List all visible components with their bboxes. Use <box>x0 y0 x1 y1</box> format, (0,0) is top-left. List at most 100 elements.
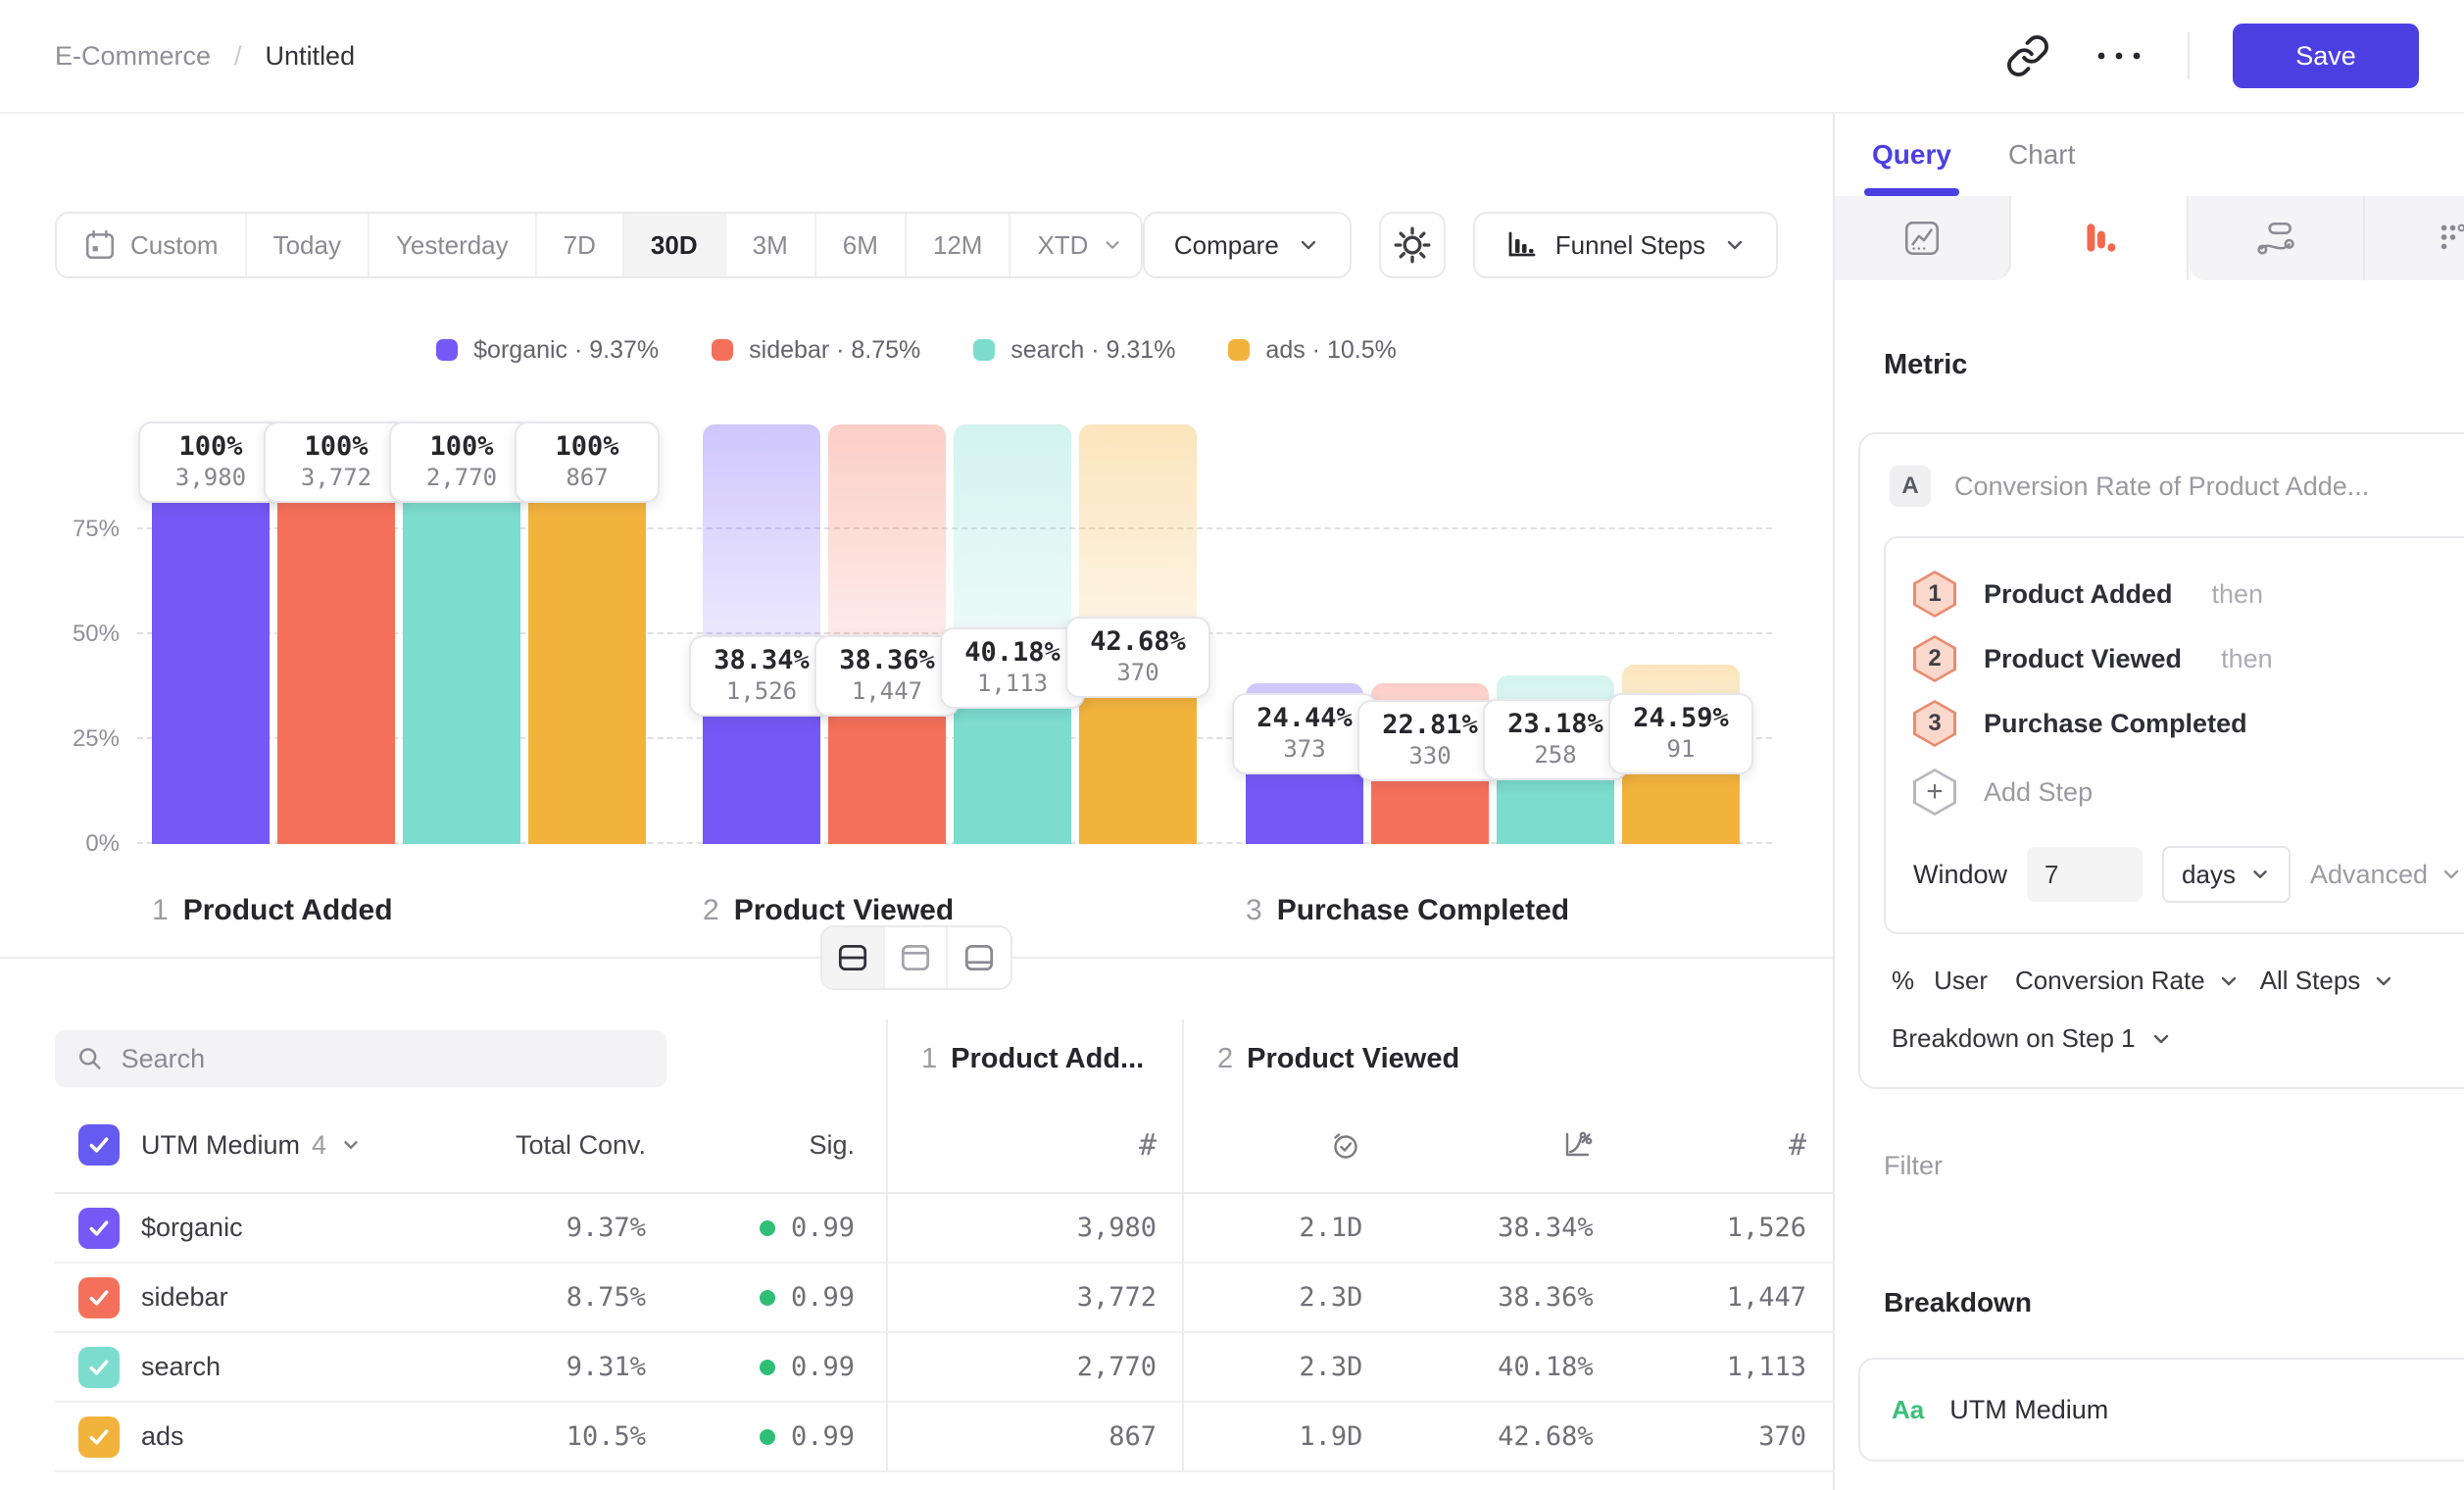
chevron-down-icon <box>2372 969 2395 993</box>
range-tab-xtd[interactable]: XTD <box>1010 214 1142 276</box>
row-checkbox[interactable] <box>78 1347 120 1388</box>
chevron-down-icon[interactable] <box>340 1134 362 1156</box>
range-tab-30d[interactable]: 30D <box>624 214 726 276</box>
range-tab-12m[interactable]: 12M <box>907 214 1011 276</box>
sig-dot <box>760 1220 775 1236</box>
bar-slot-search: 23.18%258 <box>1497 424 1614 844</box>
legend-swatch <box>712 339 733 361</box>
group-column-header[interactable]: UTM Medium <box>141 1130 300 1161</box>
query-step-1[interactable]: 1Product Addedthen <box>1913 562 2463 626</box>
sig-number: 0.99 <box>791 1352 855 1382</box>
tab-segmentation[interactable] <box>2365 196 2464 280</box>
step1-count: 2,770 <box>1077 1352 1157 1382</box>
sig-number: 0.99 <box>791 1213 855 1243</box>
bar-pct-value: 22.81% <box>1373 710 1487 740</box>
avg-time-column-icon <box>1184 1128 1362 1162</box>
measure-scope-dropdown[interactable]: All Steps <box>2260 966 2396 996</box>
tab-line-chart[interactable] <box>1835 196 2011 280</box>
y-axis-tick: 75% <box>49 516 120 543</box>
measure-metric-dropdown[interactable]: Conversion Rate <box>2015 966 2241 996</box>
chart-step-label-3: 3Purchase Completed <box>1246 894 1569 927</box>
bar-value-label: 22.81%330 <box>1357 700 1503 781</box>
compare-label: Compare <box>1174 230 1279 261</box>
table-row-ads[interactable]: ads10.5%0.998671.9D42.68%370 <box>55 1403 1835 1472</box>
breadcrumb: E-Commerce / Untitled <box>55 41 355 72</box>
table-row-sidebar[interactable]: sidebar8.75%0.993,7722.3D38.36%1,447 <box>55 1264 1835 1333</box>
total-conv-value: 9.37% <box>401 1213 646 1243</box>
measure-row: % User Conversion Rate All Steps <box>1884 966 2464 996</box>
layout-bottom-icon <box>961 940 997 975</box>
bar-pct-value: 100% <box>405 431 518 462</box>
measure-entity[interactable]: User <box>1934 966 1988 996</box>
tab-chart[interactable]: Chart <box>2008 114 2075 196</box>
advanced-toggle[interactable]: Advanced <box>2310 860 2463 890</box>
step-name: Product Added <box>183 894 393 927</box>
avg-time-value: 1.9D <box>1184 1421 1362 1452</box>
window-value-input[interactable] <box>2027 847 2143 902</box>
step-number-badge: 3 <box>1913 700 1956 747</box>
row-checkbox[interactable] <box>78 1416 120 1458</box>
legend-swatch <box>973 339 995 361</box>
range-tab-3m[interactable]: 3M <box>726 214 816 276</box>
tab-funnel[interactable] <box>2011 196 2188 280</box>
bar-slot-sidebar: 100%3,772 <box>277 424 395 844</box>
table-row-organic[interactable]: $organic9.37%0.993,9802.1D38.34%1,526 <box>55 1194 1835 1264</box>
tab-retention[interactable] <box>2189 196 2365 280</box>
layout-chart-only-button[interactable] <box>885 927 948 988</box>
sig-dot <box>760 1429 775 1445</box>
legend-item-organic[interactable]: $organic · 9.37% <box>436 336 659 365</box>
measure-symbol[interactable]: % <box>1892 966 1914 996</box>
check-icon <box>86 1285 112 1311</box>
range-tab-6m[interactable]: 6M <box>816 214 907 276</box>
search-input[interactable] <box>122 1044 645 1074</box>
layout-table-only-button[interactable] <box>948 927 1010 988</box>
range-tab-yesterday[interactable]: Yesterday <box>370 214 537 276</box>
range-tab-custom[interactable]: Custom <box>57 214 247 276</box>
bar-slot-search: 40.18%1,113 <box>954 424 1071 844</box>
chart-type-dropdown[interactable]: Funnel Steps <box>1473 212 1778 278</box>
breakdown-item[interactable]: Aa UTM Medium <box>1858 1358 2464 1462</box>
save-button[interactable]: Save <box>2233 24 2419 88</box>
y-axis-tick: 25% <box>49 725 120 753</box>
row-main-cell: ads10.5%0.99 <box>55 1416 886 1458</box>
legend-item-ads[interactable]: ads · 10.5% <box>1228 336 1396 365</box>
row-label: ads <box>141 1421 184 1452</box>
range-tab-7d[interactable]: 7D <box>537 214 624 276</box>
breakdown-on-dropdown[interactable]: Breakdown on Step 1 <box>1884 1023 2464 1054</box>
check-icon <box>86 1424 112 1450</box>
select-all-checkbox[interactable] <box>78 1124 120 1166</box>
share-link-icon[interactable] <box>2005 33 2050 78</box>
table-header-row: UTM Medium 4 Total Conv. Sig. # <box>55 1098 1835 1194</box>
y-axis-tick: 50% <box>49 621 120 648</box>
row-checkbox[interactable] <box>78 1208 120 1249</box>
bar-slot-organic: 100%3,980 <box>152 424 270 844</box>
metric-letter-badge: A <box>1890 466 1931 507</box>
breadcrumb-report-title[interactable]: Untitled <box>266 41 356 72</box>
row-main-cell: $organic9.37%0.99 <box>55 1208 886 1249</box>
compare-button[interactable]: Compare <box>1143 212 1352 278</box>
bar-count-value: 91 <box>1624 735 1738 763</box>
range-tab-today[interactable]: Today <box>247 214 370 276</box>
count-column-icon: # <box>1139 1128 1157 1163</box>
step1-cell: 2,770 <box>886 1333 1182 1401</box>
more-options-icon[interactable] <box>2094 49 2144 63</box>
funnel-steps-card: 1Product Addedthen2Product Viewedthen3Pu… <box>1884 536 2464 934</box>
bar-value-label: 24.44%373 <box>1232 693 1377 774</box>
query-step-2[interactable]: 2Product Viewedthen <box>1913 626 2463 691</box>
bar-value-label: 40.18%1,113 <box>940 627 1085 709</box>
chart-settings-button[interactable] <box>1379 212 1446 278</box>
breadcrumb-project[interactable]: E-Commerce <box>55 41 211 72</box>
tab-query[interactable]: Query <box>1872 114 1951 196</box>
legend-item-sidebar[interactable]: sidebar · 8.75% <box>712 336 920 365</box>
legend-item-search[interactable]: search · 9.31% <box>973 336 1175 365</box>
window-unit-select[interactable]: days <box>2162 846 2291 903</box>
bar-pct-value: 42.68% <box>1081 626 1195 657</box>
metric-title-row[interactable]: A Conversion Rate of Product Adde... <box>1884 458 2464 515</box>
check-icon <box>86 1355 112 1380</box>
row-checkbox[interactable] <box>78 1277 120 1318</box>
table-search[interactable] <box>55 1030 666 1087</box>
layout-split-button[interactable] <box>822 927 885 988</box>
table-row-search[interactable]: search9.31%0.992,7702.3D40.18%1,113 <box>55 1333 1835 1403</box>
add-step-row[interactable]: + Add Step <box>1913 760 2463 824</box>
query-step-3[interactable]: 3Purchase Completed <box>1913 691 2463 756</box>
